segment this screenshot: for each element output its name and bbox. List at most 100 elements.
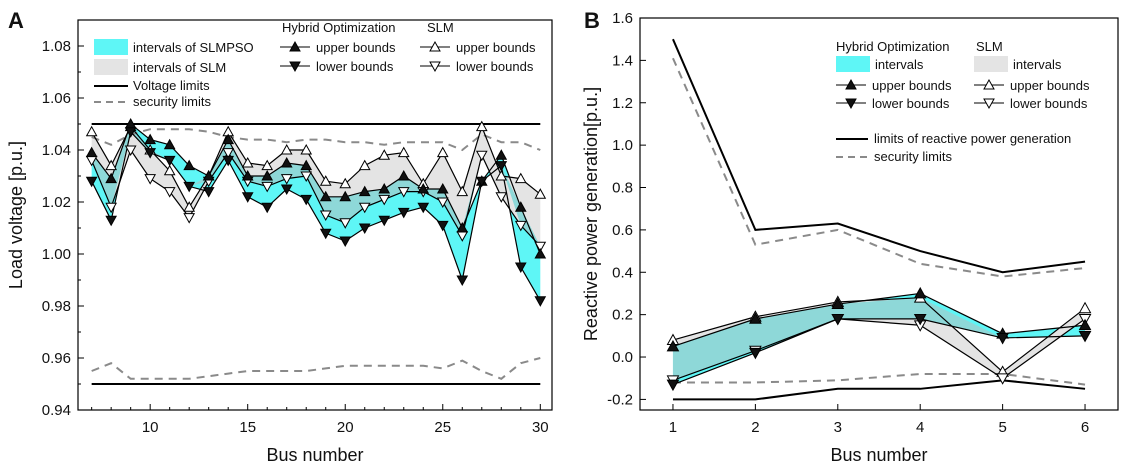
slmpso-upper-marker: [241, 169, 254, 181]
slm-upper-marker: [241, 156, 254, 168]
slmpso-upper-marker: [85, 146, 98, 158]
y-tick-label: 1.00: [42, 246, 71, 263]
hybrid-upper-marker: [831, 297, 845, 309]
slm-lower-marker: [514, 220, 527, 232]
slm-lower-marker: [222, 148, 235, 159]
y-tick-label: 1.06: [42, 90, 71, 107]
slmpso-lower-marker: [124, 127, 137, 138]
legend-slm-title: SLM: [427, 20, 454, 35]
slmpso-lower-marker: [495, 161, 508, 172]
slmpso-lower-marker: [417, 202, 430, 214]
legend-slm-upper-marker: [429, 40, 441, 52]
slmpso-lower-marker: [280, 184, 293, 196]
slm-lower-marker: [124, 145, 137, 157]
slmpso-lower-marker: [397, 207, 410, 219]
slm-upper-marker: [339, 177, 352, 189]
slmpso-upper-marker: [300, 159, 313, 171]
y-tick-label: 0.98: [42, 298, 71, 315]
legend-a: intervals of SLMPSO intervals of SLM Volta…: [94, 20, 536, 109]
slmpso-upper-marker: [202, 169, 215, 181]
slmpso-lower-marker: [202, 187, 215, 198]
slmpso-lower-marker: [183, 181, 196, 193]
slm-lower-marker: [319, 210, 332, 222]
x-tick-label: 3: [834, 419, 842, 436]
interval-fills: [91, 124, 541, 301]
legend-slm-lower-marker: [429, 61, 441, 73]
markers: [666, 286, 1092, 392]
legend-slm-upper-label: upper bounds: [456, 40, 536, 55]
y-axis-label: Reactive power generation[p.u.]: [581, 87, 601, 341]
slm-upper-marker: [397, 146, 410, 158]
panel-label-b: B: [584, 8, 600, 33]
y-tick-label: 1.4: [612, 52, 633, 69]
y-tick-label: -0.2: [607, 391, 633, 408]
slmpso_upper-line: [91, 123, 541, 255]
slmpso-upper-marker: [417, 182, 430, 194]
x-tick-label: 5: [998, 419, 1006, 436]
slm-lower-marker: [280, 174, 293, 185]
slm-lower-marker: [358, 202, 371, 214]
legend-slm-lower-label: lower bounds: [456, 59, 534, 74]
slm-lower-marker: [495, 192, 508, 203]
hybrid-upper-marker: [1078, 318, 1092, 331]
y-tick-label: 1.0: [612, 137, 633, 154]
slmpso-upper-marker: [514, 201, 527, 212]
slm-upper-marker: [85, 125, 98, 137]
x-tick-label: 20: [337, 419, 354, 436]
y-tick-label: 0.2: [612, 307, 633, 324]
slm-upper-marker: [358, 159, 371, 171]
slm-lower-marker: [261, 181, 274, 193]
reactive-limit-upper-line: [672, 38, 1086, 274]
legend-slm-upper-label: upper bounds: [1010, 78, 1090, 93]
hybrid-upper-marker: [913, 286, 927, 299]
slmpso-lower-marker: [514, 262, 527, 274]
slm-upper-marker: [378, 149, 391, 160]
x-tick-label: 10: [142, 419, 159, 436]
plot-frame: [639, 17, 1119, 411]
y-tick-label: 0.96: [42, 350, 71, 367]
y-tick-label: 1.2: [612, 95, 633, 112]
legend-slm-swatch: [94, 59, 128, 75]
slm-upper-marker: [319, 175, 332, 186]
x-tick-label: 25: [434, 419, 451, 436]
hybrid-lower-marker: [666, 379, 680, 392]
x-tick-label: 6: [1081, 419, 1089, 436]
slmpso-upper-marker: [456, 221, 469, 233]
slmpso-upper-marker: [534, 247, 547, 259]
x-tick-label: 15: [239, 419, 256, 436]
slm-lower-marker: [397, 187, 410, 198]
y-tick-label: 1.6: [612, 10, 633, 27]
slmpso-lower-marker: [241, 192, 254, 203]
slmpso-lower-marker: [378, 215, 391, 227]
legend-hybrid-upper-marker: [289, 40, 301, 52]
legend-hybrid-intervals-label: intervals: [875, 57, 924, 72]
slmpso-lower-marker: [300, 194, 313, 206]
slm-upper-marker: [495, 169, 508, 181]
slmpso-lower-marker: [261, 202, 274, 214]
slmpso-lower-marker: [534, 296, 547, 307]
hybrid-lower-marker: [749, 347, 762, 360]
legend-security-limits-label: security limits: [874, 149, 953, 164]
x-axis-label: Bus number: [266, 445, 363, 465]
hybrid-lower-marker: [831, 313, 845, 326]
legend-hybrid-title: Hybrid Optimization: [836, 39, 949, 54]
legend-hybrid-lower-marker: [289, 61, 301, 73]
legend-slm-lower-marker: [983, 98, 995, 110]
slm-lower-marker: [475, 150, 488, 162]
slmpso-lower-marker: [436, 220, 449, 232]
y-tick-label: 0.4: [612, 264, 633, 281]
slmpso-upper-marker: [183, 159, 196, 171]
y-tick-label: 0.8: [612, 180, 633, 197]
slm-upper-marker: [183, 201, 196, 212]
panel-label-a: A: [8, 8, 24, 33]
hybrid_upper-line: [672, 292, 1086, 348]
slm-lower-marker: [534, 241, 547, 253]
legend-hybrid-lower-marker: [845, 98, 857, 110]
hybrid-lower-marker: [1078, 330, 1092, 343]
slmpso-interval-fill: [91, 124, 541, 301]
legend-slm-lower-label: lower bounds: [1010, 96, 1088, 111]
security-limit-lower-line: [672, 372, 1086, 386]
legend-security-limits-label: security limits: [133, 94, 212, 109]
slm-upper-marker: [534, 188, 547, 199]
legend-hybrid-swatch: [836, 56, 870, 72]
